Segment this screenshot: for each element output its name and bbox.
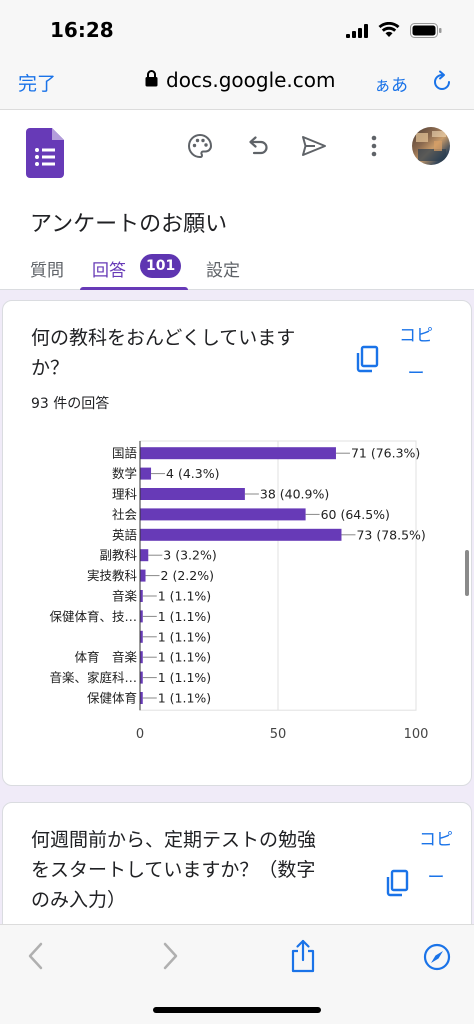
x-tick-label: 0 [136, 727, 144, 742]
palette-icon[interactable] [186, 132, 214, 164]
responses-count-badge: 101 [140, 254, 182, 278]
data-label: 60 (64.5%) [321, 507, 390, 522]
data-label: 2 (2.2%) [161, 568, 214, 583]
copy-chart-icon[interactable] [355, 345, 381, 377]
copy-chart-button[interactable]: コピー [419, 830, 453, 888]
bar [140, 528, 342, 541]
data-label: 4 (4.3%) [166, 466, 219, 481]
category-label: 英語 [112, 527, 138, 542]
bar [140, 610, 143, 623]
forms-header: アンケートのお願い 質問 回答 101 設定 [0, 110, 474, 290]
page-settings-button[interactable]: ぁあ [374, 76, 408, 96]
data-label: 1 (1.1%) [158, 670, 211, 685]
bar [140, 692, 143, 704]
bar [140, 508, 306, 521]
form-title[interactable]: アンケートのお願い [30, 212, 228, 237]
data-label: 71 (76.3%) [351, 446, 420, 461]
battery-icon [410, 22, 442, 42]
category-label: 副教科 [99, 548, 137, 563]
question-title: 何の教科をおんどくしていますか？ [31, 327, 296, 379]
home-indicator [153, 1007, 321, 1013]
bar [140, 569, 146, 582]
tab-settings[interactable]: 設定 [206, 261, 240, 281]
forward-icon[interactable] [158, 941, 182, 975]
data-label: 1 (1.1%) [158, 589, 211, 604]
data-label: 1 (1.1%) [158, 609, 211, 624]
share-icon[interactable] [289, 939, 317, 977]
send-icon[interactable] [300, 132, 328, 164]
url-display[interactable]: docs.google.com [145, 68, 336, 92]
category-label: 音楽、家庭科… [49, 670, 137, 685]
avatar[interactable] [412, 127, 450, 165]
compass-icon[interactable] [423, 943, 451, 975]
category-label: 保健体育、技… [49, 609, 137, 624]
bar [140, 467, 152, 480]
x-tick-label: 50 [270, 727, 287, 742]
question-title: 何週間前から、定期テストの勉強をスタートしていますか？（数字のみ入力） [31, 829, 317, 911]
bar-chart: 0 50 100 国語 71 (76.3%) 数学 4 (4.3%) 理科 38 (40.9%)… [49, 440, 429, 742]
bar [140, 488, 245, 500]
x-tick-label: 100 [404, 727, 429, 742]
tab-questions[interactable]: 質問 [30, 261, 64, 281]
scrollbar[interactable] [465, 550, 469, 596]
bar [140, 630, 143, 643]
reload-icon[interactable] [430, 70, 454, 98]
data-label: 3 (3.2%) [163, 548, 216, 563]
category-label: 数学 [112, 466, 137, 481]
wifi-icon [378, 21, 400, 42]
bar [140, 549, 149, 562]
copy-chart-button[interactable]: コピー [399, 326, 433, 384]
question-card: 何の教科をおんどくしていますか？ 93 件の回答 コピー 0 50 100 国語 71 … [2, 300, 472, 786]
data-label: 1 (1.1%) [158, 629, 211, 644]
lock-icon [145, 68, 158, 92]
category-label: 社会 [112, 507, 138, 522]
response-count: 93 件の回答 [31, 396, 110, 412]
category-label: 実技教科 [87, 568, 138, 583]
bar [140, 590, 143, 602]
category-label: 体育 音楽 [74, 650, 137, 665]
category-label: 保健体育 [87, 691, 137, 706]
safari-address-bar: 完了 docs.google.com ぁあ [0, 60, 474, 110]
form-tabs: 質問 回答 101 設定 [0, 250, 474, 290]
bar [140, 671, 143, 684]
category-label: 理科 [112, 487, 138, 502]
copy-chart-icon[interactable] [385, 869, 411, 901]
status-icons [346, 21, 442, 42]
category-label: 音楽 [112, 589, 138, 604]
back-icon[interactable] [24, 941, 48, 975]
tab-responses[interactable]: 回答 [92, 261, 126, 281]
bar [140, 651, 143, 664]
active-tab-indicator [80, 287, 188, 290]
status-time: 16:28 [50, 18, 114, 42]
status-bar: 16:28 [0, 0, 474, 60]
data-label: 73 (78.5%) [356, 527, 425, 542]
bar [140, 447, 336, 460]
cellular-signal-icon [346, 23, 368, 42]
more-options-icon[interactable] [360, 132, 388, 164]
data-label: 1 (1.1%) [158, 650, 211, 665]
done-button[interactable]: 完了 [18, 73, 57, 95]
data-label: 38 (40.9%) [260, 487, 329, 502]
url-text: docs.google.com [166, 68, 336, 92]
undo-icon[interactable] [244, 132, 272, 164]
data-label: 1 (1.1%) [158, 691, 211, 706]
google-forms-logo[interactable] [26, 128, 64, 182]
category-label: 国語 [112, 446, 138, 461]
